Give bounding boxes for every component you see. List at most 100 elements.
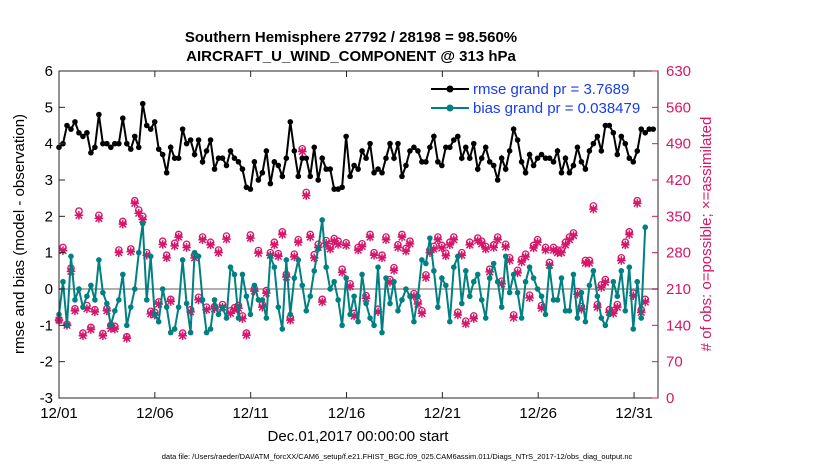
bias-point xyxy=(387,300,393,307)
obs-assimilated-marker xyxy=(58,246,68,255)
rmse-point xyxy=(223,162,230,169)
bias-point xyxy=(287,311,294,318)
y-left-tick-label: 6 xyxy=(45,63,53,80)
rmse-point xyxy=(139,100,146,107)
bias-point xyxy=(275,304,282,310)
bias-point xyxy=(526,264,533,271)
bias-point xyxy=(403,286,409,292)
rmse-point xyxy=(112,140,118,147)
obs-assimilated-marker xyxy=(521,252,530,262)
rmse-point xyxy=(474,166,481,172)
y-right-tick-label: 630 xyxy=(666,63,691,80)
obs-assimilated-marker xyxy=(174,232,183,242)
y-left-tick-label: 1 xyxy=(45,245,53,262)
rmse-point xyxy=(395,140,401,147)
obs-assimilated-marker xyxy=(621,240,630,250)
obs-assimilated-marker xyxy=(533,237,542,247)
obs-assimilated-marker xyxy=(341,241,351,250)
obs-assimilated-marker xyxy=(601,277,610,287)
obs-assimilated-marker xyxy=(449,235,459,244)
obs-assimilated-marker xyxy=(114,248,124,257)
rmse-point xyxy=(367,140,373,147)
rmse-point xyxy=(327,166,333,172)
rmse-point xyxy=(626,155,633,161)
bias-point xyxy=(431,268,437,274)
obs-assimilated-marker xyxy=(597,283,606,292)
rmse-point xyxy=(518,159,525,165)
bias-point xyxy=(235,315,242,321)
obs-assimilated-marker xyxy=(365,232,375,242)
x-tick-label: 12/31 xyxy=(615,405,653,422)
obs-assimilated-marker xyxy=(138,215,148,224)
legend-bias-label: bias grand pr = 0.038479 xyxy=(473,100,640,117)
bias-point xyxy=(155,318,162,325)
rmse-point xyxy=(171,155,178,161)
obs-assimilated-marker xyxy=(613,302,622,312)
rmse-point xyxy=(411,144,417,151)
rmse-point xyxy=(319,155,326,161)
plot-frame xyxy=(58,70,659,399)
obs-assimilated-marker xyxy=(126,247,136,256)
bias-point xyxy=(494,278,501,285)
x-tick-label: 12/16 xyxy=(328,405,366,422)
rmse-point xyxy=(227,148,234,154)
rmse-point xyxy=(179,126,186,132)
rmse-point xyxy=(622,140,629,147)
bias-point xyxy=(343,275,349,281)
obs-assimilated-marker xyxy=(461,319,471,329)
obs-assimilated-marker xyxy=(577,304,586,314)
bias-point xyxy=(451,264,457,271)
x-axis-label: Dec.01,2017 00:00:00 start xyxy=(268,428,450,445)
bias-point xyxy=(383,275,389,281)
rmse-point xyxy=(470,140,477,147)
obs-assimilated-marker xyxy=(274,252,283,261)
bias-point xyxy=(291,275,298,281)
rmse-point xyxy=(127,146,134,152)
rmse-point xyxy=(451,137,457,143)
rmse-point xyxy=(175,155,182,161)
obs-assimilated-marker xyxy=(270,240,279,250)
bias-point xyxy=(411,318,417,325)
rmse-point xyxy=(315,177,322,183)
rmse-point xyxy=(598,148,605,154)
bias-point xyxy=(558,275,565,281)
rmse-point xyxy=(231,155,238,161)
rmse-point xyxy=(96,111,102,118)
rmse-point xyxy=(359,148,365,154)
y-right-tick-label: 490 xyxy=(666,136,691,153)
rmse-point xyxy=(387,140,393,147)
obs-assimilated-marker xyxy=(485,267,494,277)
rmse-point xyxy=(502,166,509,172)
obs-assimilated-marker xyxy=(301,191,311,200)
rmse-point xyxy=(614,151,621,158)
bias-point xyxy=(143,297,150,303)
bias-point xyxy=(602,322,609,329)
rmse-point xyxy=(100,140,106,147)
obs-assimilated-marker xyxy=(238,314,247,323)
obs-assimilated-marker xyxy=(170,241,179,251)
rmse-point xyxy=(88,149,94,156)
obs-assimilated-marker xyxy=(537,303,546,313)
obs-assimilated-marker xyxy=(158,240,167,249)
bias-point xyxy=(72,297,78,303)
bias-point xyxy=(458,300,465,307)
obs-assimilated-marker xyxy=(70,306,80,316)
bias-point xyxy=(514,289,521,296)
legend-rmse-marker xyxy=(446,85,454,93)
bias-point xyxy=(64,322,70,329)
bias-point xyxy=(120,271,126,278)
rmse-point xyxy=(279,173,286,180)
obs-assimilated-marker xyxy=(202,305,211,315)
obs-assimilated-marker xyxy=(425,248,435,257)
bias-point xyxy=(191,249,198,256)
obs-assimilated-marker xyxy=(417,309,427,318)
bias-point xyxy=(510,271,517,278)
obs-assimilated-marker xyxy=(86,325,96,334)
obs-assimilated-marker xyxy=(182,243,191,252)
obs-assimilated-marker xyxy=(457,250,467,260)
rmse-point xyxy=(435,159,441,165)
rmse-point xyxy=(526,151,533,158)
bias-point xyxy=(116,297,122,303)
obs-assimilated-marker xyxy=(325,244,335,254)
rmse-point xyxy=(498,155,505,161)
